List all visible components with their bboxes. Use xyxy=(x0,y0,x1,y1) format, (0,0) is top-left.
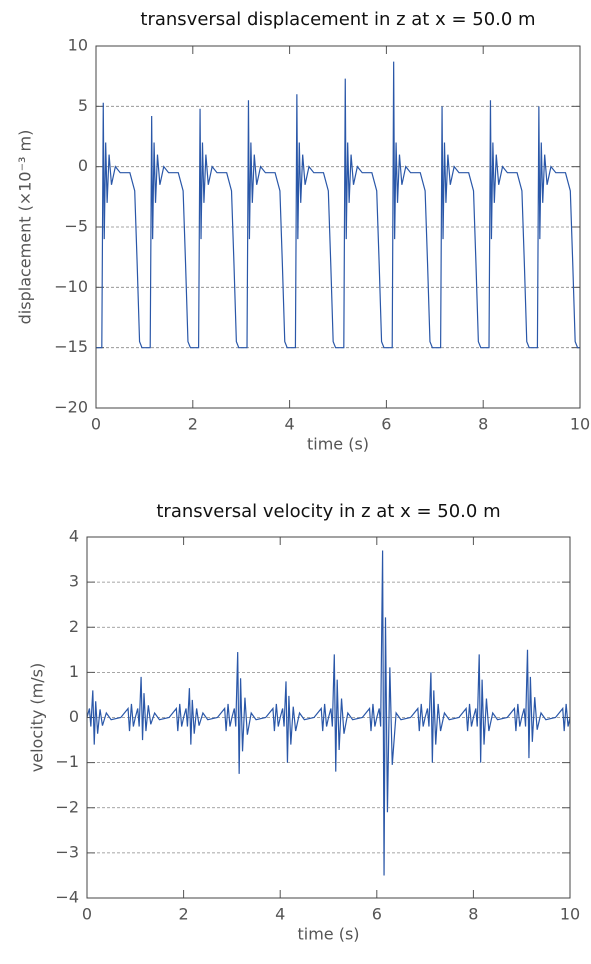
chart-title: transversal velocity in z at x = 50.0 m xyxy=(156,501,500,522)
plot-frame xyxy=(86,536,571,899)
x-axis-label: time (s) xyxy=(307,435,369,454)
x-tick-label: 2 xyxy=(188,415,198,434)
chart-title: transversal displacement in z at x = 50.… xyxy=(140,9,535,30)
y-tick-label: −10 xyxy=(54,277,88,296)
y-tick-label: 0 xyxy=(78,156,88,175)
y-tick-label: 2 xyxy=(69,617,79,636)
data-line xyxy=(96,61,580,349)
x-tick-label: 8 xyxy=(478,415,488,434)
x-tick-label: 8 xyxy=(468,905,478,924)
y-tick-label: −1 xyxy=(55,752,79,771)
y-tick-label: 10 xyxy=(68,36,88,55)
x-axis-label: time (s) xyxy=(297,925,359,944)
x-tick-label: 2 xyxy=(179,905,189,924)
x-tick-label: 4 xyxy=(275,905,285,924)
x-tick-label: 4 xyxy=(285,415,295,434)
y-tick-label: −3 xyxy=(55,842,79,861)
x-tick-label: 6 xyxy=(372,905,382,924)
x-tick-label: 10 xyxy=(570,415,590,434)
y-tick-label: −15 xyxy=(54,337,88,356)
y-tick-label: 1 xyxy=(69,662,79,681)
y-axis-label: velocity (m/s) xyxy=(28,663,47,772)
x-tick-label: 6 xyxy=(381,415,391,434)
x-tick-label: 0 xyxy=(82,905,92,924)
y-tick-label: −5 xyxy=(64,217,88,236)
y-tick-label: 3 xyxy=(69,572,79,591)
plot-frame xyxy=(95,45,581,409)
y-tick-label: 4 xyxy=(69,527,79,546)
y-axis-label: displacement (×10⁻³ m) xyxy=(16,130,35,325)
y-tick-label: 0 xyxy=(69,707,79,726)
y-tick-label: 5 xyxy=(78,96,88,115)
y-tick-label: −20 xyxy=(54,398,88,417)
data-line xyxy=(86,550,571,876)
x-tick-label: 0 xyxy=(91,415,101,434)
y-tick-label: −2 xyxy=(55,797,79,816)
x-tick-label: 10 xyxy=(560,905,580,924)
y-tick-label: −4 xyxy=(55,888,79,907)
